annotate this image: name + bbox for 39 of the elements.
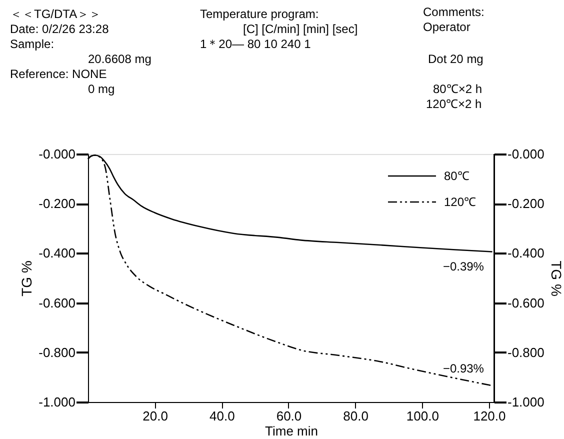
y2-axis-title: TG %: [548, 260, 564, 296]
x-tick-label: 80.0: [343, 408, 368, 424]
text: Sample:: [10, 37, 54, 51]
x-tick-label: 40.0: [210, 408, 235, 424]
text: Reference: NONE: [10, 67, 107, 81]
y2-tick-label: -0.000: [508, 146, 544, 162]
x-tick-label: 20.0: [142, 408, 168, 424]
y2-tick-label: -1.000: [508, 394, 544, 410]
annotation: −0.93%: [442, 362, 484, 376]
y-tick-label: -0.400: [38, 246, 76, 261]
legend-label: 120℃: [444, 195, 476, 209]
y2-tick-label: -0.800: [508, 344, 544, 360]
text: ＜＜TG/DTA＞＞: [10, 7, 102, 21]
y-tick-label: -0.200: [38, 196, 76, 212]
y-tick-label: -0.600: [38, 295, 76, 310]
text: Dot 20 mg: [428, 52, 484, 66]
text: Temperature program:: [200, 7, 319, 21]
text: 0 mg: [88, 82, 115, 96]
annotation: −0.39%: [442, 260, 484, 274]
text: 20.6608 mg: [88, 52, 152, 66]
x-tick-label: 60.0: [276, 408, 302, 424]
y-tick-label: -0.800: [38, 344, 76, 360]
text: Comments:: [423, 5, 484, 19]
y-tick-label: -0.000: [38, 146, 76, 162]
text: 1＊20— 80 10 240 1: [200, 37, 312, 51]
y2-tick-label: -0.600: [508, 295, 544, 310]
y-tick-label: -1.000: [38, 394, 76, 410]
x-tick-label: 120.0: [473, 408, 506, 424]
text: 80℃×2 h: [433, 82, 482, 96]
x-axis-title: Time min: [265, 424, 318, 438]
text: [C] [C/min] [min] [sec]: [243, 22, 358, 36]
legend-label: 80℃: [444, 169, 470, 183]
y-axis-title: TG %: [18, 260, 35, 296]
y2-tick-label: -0.400: [508, 246, 544, 261]
y2-tick-label: -0.200: [508, 196, 544, 212]
text: Operator: [423, 20, 470, 34]
text: Date: 0/2/26 23:28: [10, 22, 110, 36]
x-tick-label: 100.0: [406, 408, 439, 424]
text: 120℃×2 h: [426, 97, 482, 111]
